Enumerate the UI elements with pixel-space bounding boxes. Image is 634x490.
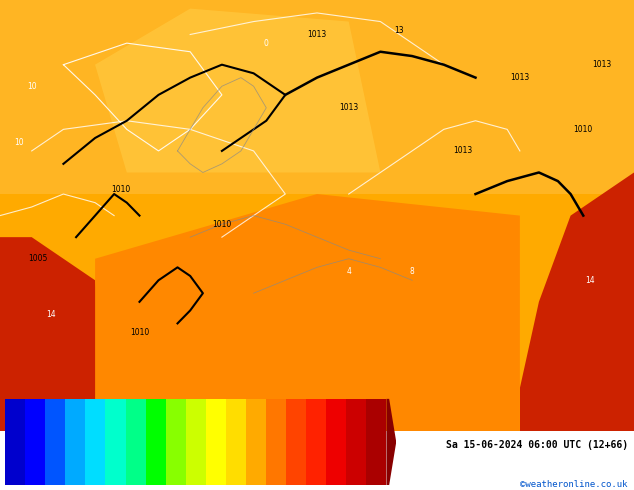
Bar: [165, 399, 186, 485]
Text: 13: 13: [394, 25, 404, 35]
FancyArrow shape: [386, 399, 396, 485]
Text: 10: 10: [27, 82, 37, 91]
Polygon shape: [95, 9, 380, 172]
Text: 14: 14: [46, 310, 56, 319]
Bar: [65, 399, 86, 485]
Text: Sa 15-06-2024 06:00 UTC (12+66): Sa 15-06-2024 06:00 UTC (12+66): [446, 440, 628, 450]
Text: ©weatheronline.co.uk: ©weatheronline.co.uk: [520, 480, 628, 489]
Bar: [25, 399, 45, 485]
Bar: [206, 399, 226, 485]
Bar: [126, 399, 146, 485]
Text: 0: 0: [264, 39, 269, 48]
Text: 1013: 1013: [593, 60, 612, 69]
Bar: [266, 399, 286, 485]
Text: 14: 14: [585, 276, 595, 285]
Bar: [186, 399, 206, 485]
Text: 4: 4: [346, 267, 351, 276]
Bar: [146, 399, 165, 485]
Bar: [105, 399, 126, 485]
Polygon shape: [0, 237, 114, 431]
Text: 1013: 1013: [510, 73, 529, 82]
Bar: [327, 399, 346, 485]
Text: 8: 8: [410, 267, 415, 276]
Polygon shape: [95, 194, 520, 431]
Polygon shape: [520, 172, 634, 431]
Text: 1010: 1010: [574, 125, 593, 134]
Bar: [246, 399, 266, 485]
Bar: [346, 399, 366, 485]
Text: 1010: 1010: [212, 220, 231, 229]
Text: 1013: 1013: [307, 30, 327, 39]
Bar: [306, 399, 327, 485]
Bar: [86, 399, 105, 485]
Bar: [286, 399, 306, 485]
Text: 1005: 1005: [29, 254, 48, 263]
Bar: [366, 399, 386, 485]
Text: 10: 10: [14, 138, 24, 147]
Text: 1013: 1013: [339, 103, 358, 112]
Text: Theta-W 850hPa [hPa] ECMWF: Theta-W 850hPa [hPa] ECMWF: [6, 440, 159, 450]
Text: 1013: 1013: [453, 147, 472, 155]
Bar: [5, 399, 25, 485]
Polygon shape: [0, 0, 634, 194]
Text: 1010: 1010: [111, 185, 130, 194]
Bar: [226, 399, 246, 485]
Bar: [45, 399, 65, 485]
Text: 1010: 1010: [130, 327, 149, 337]
